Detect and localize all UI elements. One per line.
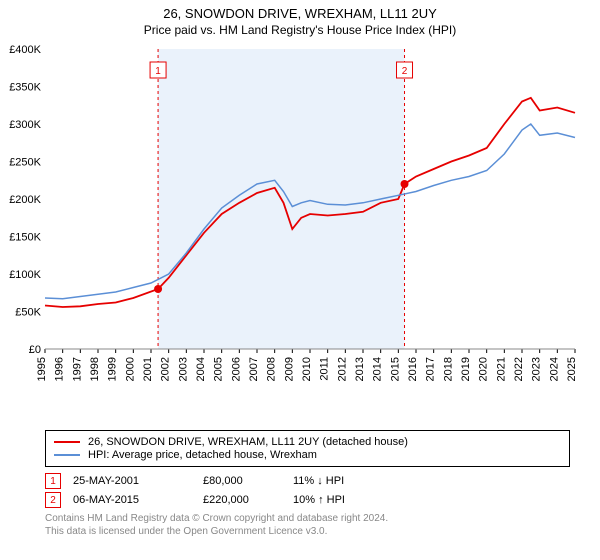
footer-line: Contains HM Land Registry data © Crown c…	[45, 512, 570, 525]
svg-text:2018: 2018	[442, 357, 454, 381]
svg-text:2014: 2014	[372, 357, 384, 381]
svg-text:1998: 1998	[89, 357, 101, 381]
svg-text:2012: 2012	[336, 357, 348, 381]
page-subtitle: Price paid vs. HM Land Registry's House …	[0, 21, 600, 41]
svg-text:£250K: £250K	[9, 157, 41, 169]
event-marker-icon: 1	[45, 473, 61, 489]
legend-swatch	[54, 454, 80, 456]
svg-text:2013: 2013	[354, 357, 366, 381]
event-row: 2 06-MAY-2015 £220,000 10% ↑ HPI	[45, 492, 570, 508]
svg-text:1999: 1999	[107, 357, 119, 381]
svg-text:2019: 2019	[460, 357, 472, 381]
svg-text:£50K: £50K	[15, 307, 41, 319]
svg-text:2015: 2015	[389, 357, 401, 381]
price-chart: £0 £50K £100K £150K £200K £250K £300K £350K £400…	[0, 41, 580, 426]
legend-item: HPI: Average price, detached house, Wrex…	[54, 449, 561, 461]
svg-text:2021: 2021	[495, 357, 507, 381]
event-list: 1 25-MAY-2001 £80,000 11% ↓ HPI 2 06-MAY…	[45, 473, 570, 508]
svg-text:1997: 1997	[71, 357, 83, 381]
svg-text:2020: 2020	[478, 357, 490, 381]
legend-label: HPI: Average price, detached house, Wrex…	[88, 449, 317, 461]
svg-text:£0: £0	[29, 344, 41, 356]
page-title: 26, SNOWDON DRIVE, WREXHAM, LL11 2UY	[0, 0, 600, 21]
event-pct: 11% ↓ HPI	[293, 475, 344, 487]
footer-line: This data is licensed under the Open Gov…	[45, 525, 570, 538]
svg-text:2011: 2011	[319, 357, 331, 381]
svg-text:2001: 2001	[142, 357, 154, 381]
svg-text:2017: 2017	[425, 357, 437, 381]
svg-text:2006: 2006	[230, 357, 242, 381]
legend-item: 26, SNOWDON DRIVE, WREXHAM, LL11 2UY (de…	[54, 436, 561, 448]
svg-text:£400K: £400K	[9, 44, 41, 56]
legend-label: 26, SNOWDON DRIVE, WREXHAM, LL11 2UY (de…	[88, 436, 408, 448]
svg-text:2009: 2009	[283, 357, 295, 381]
svg-text:2016: 2016	[407, 357, 419, 381]
event-date: 25-MAY-2001	[73, 475, 203, 487]
svg-text:£300K: £300K	[9, 119, 41, 131]
event-price: £80,000	[203, 475, 293, 487]
svg-text:2004: 2004	[195, 357, 207, 381]
legend: 26, SNOWDON DRIVE, WREXHAM, LL11 2UY (de…	[45, 430, 570, 467]
svg-text:2010: 2010	[301, 357, 313, 381]
svg-text:2: 2	[402, 66, 408, 77]
svg-text:£350K: £350K	[9, 82, 41, 94]
svg-text:£150K: £150K	[9, 232, 41, 244]
event-marker-icon: 2	[45, 492, 61, 508]
svg-text:1: 1	[155, 66, 161, 77]
svg-text:2005: 2005	[213, 357, 225, 381]
svg-text:2000: 2000	[124, 357, 136, 381]
svg-text:2007: 2007	[248, 357, 260, 381]
svg-text:1996: 1996	[54, 357, 66, 381]
legend-swatch	[54, 441, 80, 443]
svg-text:2022: 2022	[513, 357, 525, 381]
svg-text:1995: 1995	[36, 357, 48, 381]
svg-text:£100K: £100K	[9, 269, 41, 281]
svg-text:2024: 2024	[548, 357, 560, 381]
svg-text:2003: 2003	[177, 357, 189, 381]
svg-text:2002: 2002	[160, 357, 172, 381]
footer: Contains HM Land Registry data © Crown c…	[45, 512, 570, 538]
svg-text:2025: 2025	[566, 357, 578, 381]
event-row: 1 25-MAY-2001 £80,000 11% ↓ HPI	[45, 473, 570, 489]
svg-text:2023: 2023	[531, 357, 543, 381]
chart-container: 26, SNOWDON DRIVE, WREXHAM, LL11 2UY Pri…	[0, 0, 600, 560]
svg-text:2008: 2008	[266, 357, 278, 381]
event-pct: 10% ↑ HPI	[293, 494, 345, 506]
event-price: £220,000	[203, 494, 293, 506]
svg-text:£200K: £200K	[9, 194, 41, 206]
event-date: 06-MAY-2015	[73, 494, 203, 506]
